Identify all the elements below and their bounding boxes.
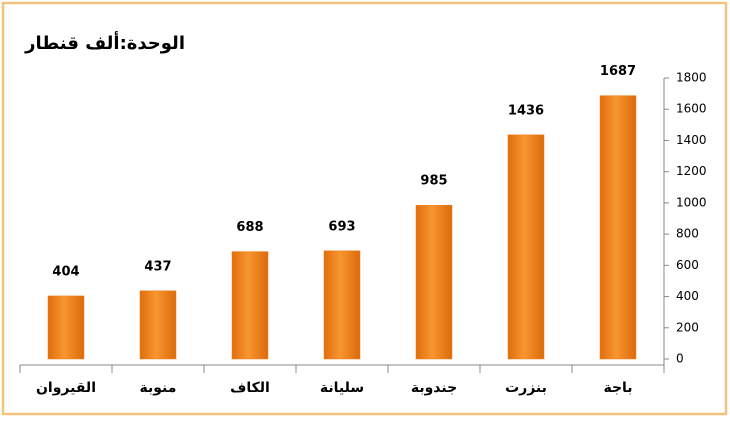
value-label: 404 <box>52 264 79 279</box>
y-tick-label: 200 <box>676 320 699 334</box>
x-tick-label: القيروان <box>36 380 96 396</box>
x-tick-label: بنزرت <box>505 380 547 396</box>
x-tick-label: جندوبة <box>411 380 457 396</box>
value-label: 437 <box>144 259 171 274</box>
y-tick-label: 1000 <box>676 195 707 209</box>
y-tick-label: 1400 <box>676 133 707 147</box>
x-tick-label: منوبة <box>140 380 177 396</box>
bar <box>231 251 269 360</box>
bar <box>323 250 361 360</box>
bar <box>599 95 637 360</box>
bar <box>507 134 545 360</box>
value-label: 688 <box>236 220 263 235</box>
x-tick-label: الكاف <box>230 380 270 396</box>
x-tick-label: سليانة <box>320 380 364 396</box>
bar <box>415 204 453 360</box>
chart-title: الوحدة:ألف قنطار <box>24 31 185 54</box>
bar <box>47 295 85 360</box>
y-tick-label: 0 <box>676 352 684 366</box>
value-label: 1436 <box>508 103 544 118</box>
y-tick-label: 800 <box>676 227 699 241</box>
bar <box>139 290 177 360</box>
y-tick-label: 1200 <box>676 164 707 178</box>
value-label: 693 <box>328 219 355 234</box>
x-tick-label: باجة <box>603 380 632 396</box>
y-tick-label: 400 <box>676 289 699 303</box>
y-tick-label: 1600 <box>676 102 707 116</box>
value-label: 985 <box>420 174 447 189</box>
y-tick-label: 600 <box>676 258 699 272</box>
y-tick-label: 1800 <box>676 71 707 85</box>
value-label: 1687 <box>600 64 636 79</box>
